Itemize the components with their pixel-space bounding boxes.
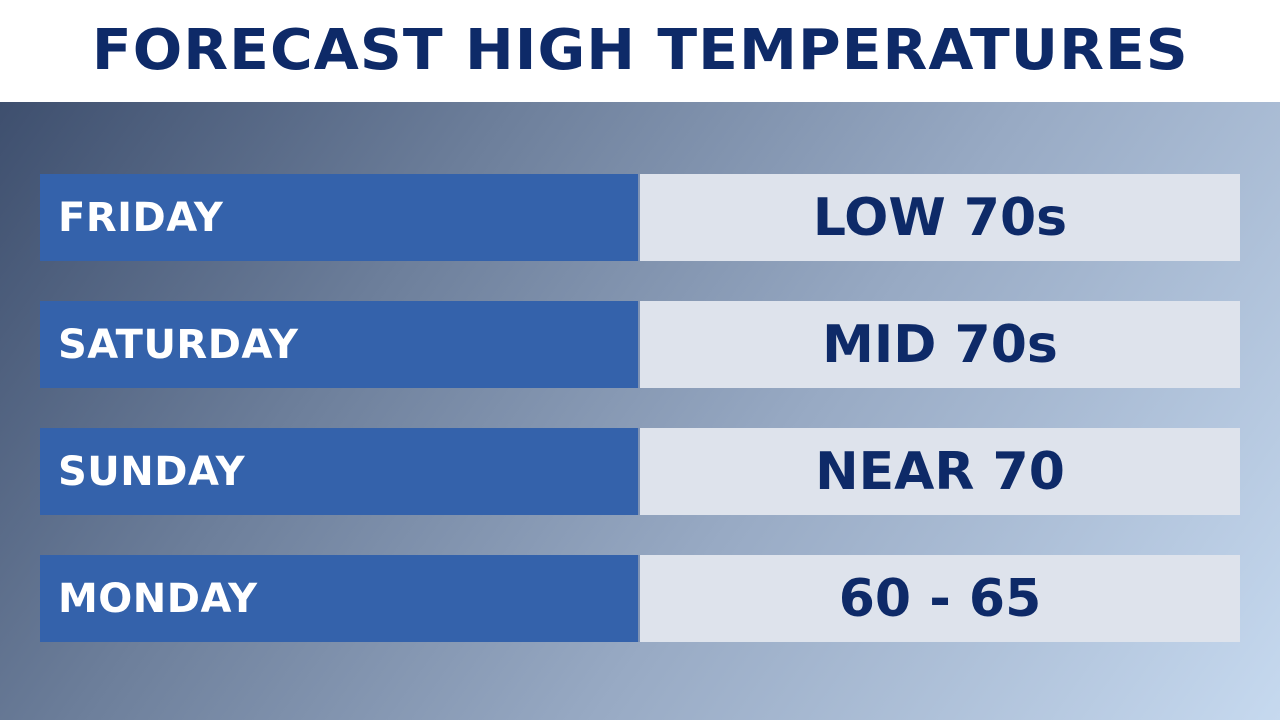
cell-divider (638, 428, 640, 515)
temperature-cell: NEAR 70 (640, 428, 1240, 515)
page-title: FORECAST HIGH TEMPERATURES (91, 18, 1189, 83)
day-cell: SATURDAY (40, 301, 638, 388)
temperature-value: LOW 70s (812, 187, 1068, 248)
forecast-row-monday: MONDAY 60 - 65 (40, 555, 1240, 642)
temperature-cell: MID 70s (640, 301, 1240, 388)
forecast-panel: FRIDAY LOW 70s SATURDAY MID 70s SUNDAY N… (0, 102, 1280, 720)
day-cell: FRIDAY (40, 174, 638, 261)
temperature-value: MID 70s (822, 314, 1058, 375)
temperature-value: NEAR 70 (815, 441, 1065, 502)
forecast-table: FRIDAY LOW 70s SATURDAY MID 70s SUNDAY N… (40, 174, 1240, 682)
temperature-value: 60 - 65 (838, 568, 1042, 629)
day-label: SATURDAY (58, 321, 299, 368)
forecast-row-saturday: SATURDAY MID 70s (40, 301, 1240, 388)
temperature-cell: 60 - 65 (640, 555, 1240, 642)
day-label: MONDAY (58, 575, 258, 622)
day-cell: MONDAY (40, 555, 638, 642)
day-label: FRIDAY (58, 194, 224, 241)
forecast-row-sunday: SUNDAY NEAR 70 (40, 428, 1240, 515)
temperature-cell: LOW 70s (640, 174, 1240, 261)
title-bar: FORECAST HIGH TEMPERATURES (0, 0, 1280, 102)
day-label: SUNDAY (58, 448, 246, 495)
forecast-row-friday: FRIDAY LOW 70s (40, 174, 1240, 261)
day-cell: SUNDAY (40, 428, 638, 515)
cell-divider (638, 174, 640, 261)
cell-divider (638, 301, 640, 388)
cell-divider (638, 555, 640, 642)
